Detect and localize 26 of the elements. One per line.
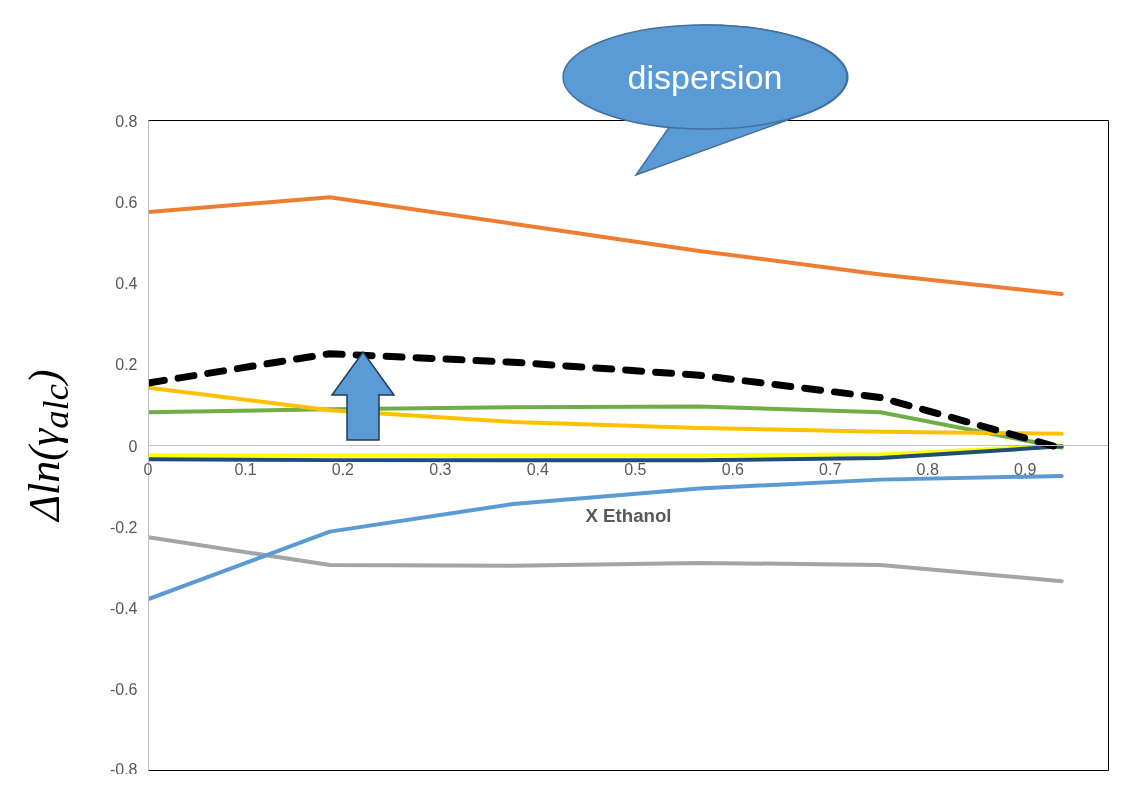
y-tick-label: 0.2 bbox=[115, 356, 138, 374]
x-tick-label: 0.5 bbox=[624, 461, 647, 479]
y-tick-label: -0.2 bbox=[109, 518, 138, 536]
x-tick-label: 0.6 bbox=[721, 461, 744, 479]
x-tick-label: 0.1 bbox=[234, 461, 257, 479]
x-tick-label: 0.3 bbox=[429, 461, 452, 479]
y-tick-label: 0.4 bbox=[115, 275, 138, 292]
x-tick-label: 0.4 bbox=[526, 461, 549, 479]
line-series bbox=[148, 535, 1064, 584]
y-tick-label: -0.8 bbox=[109, 760, 138, 778]
y-tick-label: -0.6 bbox=[109, 681, 138, 699]
line-series bbox=[148, 385, 1064, 436]
x-tick-label: 0.8 bbox=[916, 461, 939, 479]
line-series bbox=[148, 473, 1064, 602]
y-tick-label: -0.4 bbox=[109, 600, 138, 617]
line-series bbox=[148, 444, 1064, 463]
y-tick-label: 0.6 bbox=[115, 193, 138, 211]
x-tick-label: 0.9 bbox=[1014, 461, 1037, 479]
y-tick-label: 0.8 bbox=[115, 112, 138, 130]
x-tick-label: 0 bbox=[143, 461, 153, 479]
x-tick-label: 0.2 bbox=[331, 461, 355, 479]
text: dispersion bbox=[627, 57, 783, 97]
x-axis-title: X Ethanol bbox=[585, 505, 672, 526]
y-tick-label: 0 bbox=[128, 437, 138, 455]
x-tick-label: 0.7 bbox=[819, 461, 842, 479]
line-series bbox=[148, 195, 1064, 296]
